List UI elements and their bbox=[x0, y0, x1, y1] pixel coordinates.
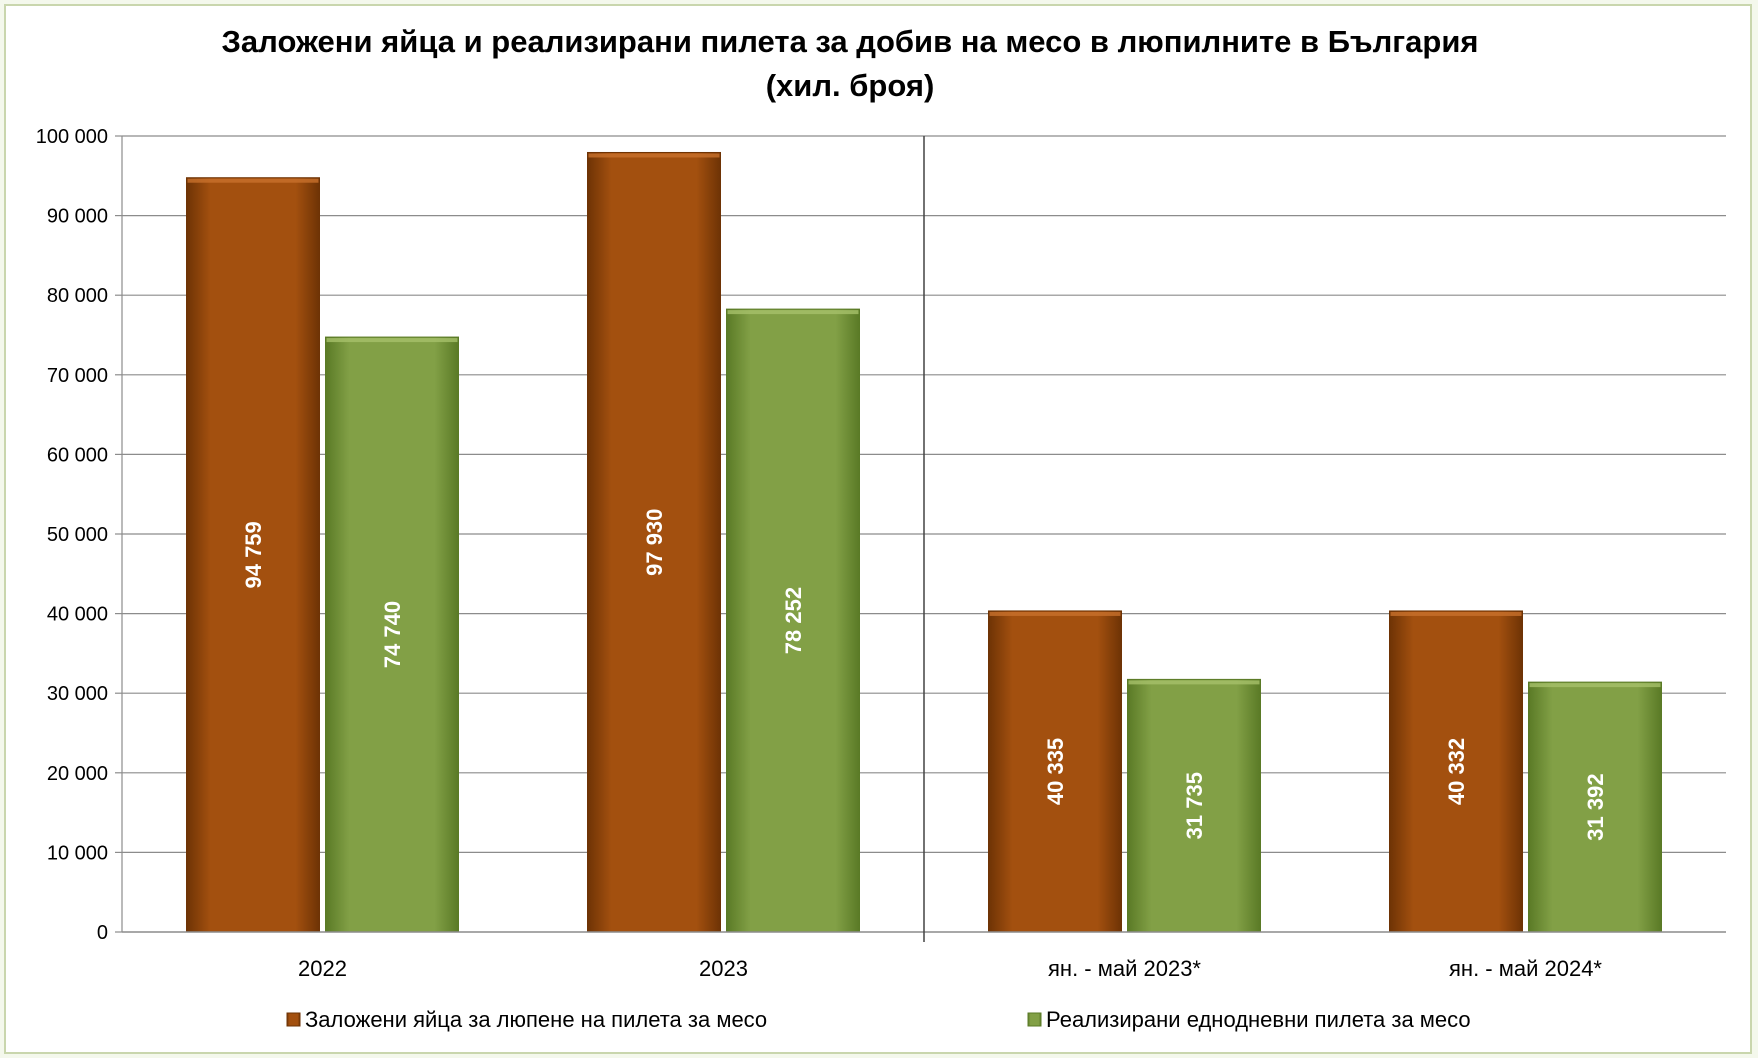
bar-highlight bbox=[187, 178, 319, 183]
data-label: 31 735 bbox=[1182, 772, 1207, 839]
bar-chicks bbox=[1127, 678, 1261, 933]
legend-label-chicks: Реализирани еднодневни пилета за месо bbox=[1046, 1007, 1471, 1032]
y-tick-label: 50 000 bbox=[47, 524, 108, 546]
data-label: 78 252 bbox=[781, 587, 806, 654]
chart: Заложени яйца и реализирани пилета за до… bbox=[36, 24, 1726, 1032]
chart-frame: Заложени яйца и реализирани пилета за до… bbox=[4, 4, 1752, 1054]
x-category-label: ян. - май 2024* bbox=[1449, 956, 1602, 981]
data-label: 31 392 bbox=[1583, 773, 1608, 840]
y-tick-label: 80 000 bbox=[47, 285, 108, 307]
bar-eggs bbox=[1389, 610, 1523, 933]
y-tick-label: 20 000 bbox=[47, 763, 108, 785]
legend-swatch-chicks bbox=[1027, 1012, 1042, 1027]
legend-label-eggs: Заложени яйца за люпене на пилета за мес… bbox=[305, 1007, 767, 1032]
data-label: 94 759 bbox=[241, 521, 266, 588]
legend-item-chicks: Реализирани еднодневни пилета за месо bbox=[1027, 1007, 1471, 1032]
bar-chicks bbox=[726, 308, 860, 933]
bar-chicks bbox=[325, 336, 459, 933]
y-tick-label: 30 000 bbox=[47, 683, 108, 705]
y-tick-label: 90 000 bbox=[47, 206, 108, 228]
data-label: 40 332 bbox=[1444, 738, 1469, 805]
y-tick-label: 70 000 bbox=[47, 365, 108, 387]
bar-eggs bbox=[186, 177, 320, 933]
legend-item-eggs: Заложени яйца за люпене на пилета за мес… bbox=[286, 1007, 767, 1032]
x-category-label: 2022 bbox=[298, 956, 347, 981]
legend: Заложени яйца за люпене на пилета за мес… bbox=[286, 1007, 1471, 1032]
y-tick-label: 100 000 bbox=[36, 126, 108, 148]
bar-highlight bbox=[989, 611, 1121, 616]
bar-eggs bbox=[988, 610, 1122, 933]
bar-highlight bbox=[727, 310, 859, 315]
y-tick-label: 10 000 bbox=[47, 842, 108, 864]
bar-highlight bbox=[588, 153, 720, 158]
y-tick-label: 0 bbox=[97, 922, 108, 944]
bar-highlight bbox=[1128, 680, 1260, 685]
chart-title: Заложени яйца и реализирани пилета за до… bbox=[222, 24, 1479, 59]
chart-subtitle: (хил. броя) bbox=[766, 68, 935, 103]
data-label: 97 930 bbox=[642, 509, 667, 576]
x-category-label: ян. - май 2023* bbox=[1048, 956, 1201, 981]
y-tick-label: 40 000 bbox=[47, 604, 108, 626]
axes: 0 10 000 20 000 30 000 40 000 50 000 60 000 70 … bbox=[36, 126, 1726, 981]
bar-highlight bbox=[326, 338, 458, 343]
data-label: 40 335 bbox=[1043, 738, 1068, 805]
bar-eggs bbox=[587, 151, 721, 933]
y-tick-label: 60 000 bbox=[47, 444, 108, 466]
data-labels: 94 759 74 740 97 930 78 252 40 335 31 735 40 3… bbox=[241, 509, 1608, 841]
bar-highlight bbox=[1390, 611, 1522, 616]
data-label: 74 740 bbox=[380, 601, 405, 668]
bars bbox=[186, 151, 1662, 933]
x-category-label: 2023 bbox=[699, 956, 748, 981]
bar-highlight bbox=[1529, 683, 1661, 688]
legend-swatch-eggs bbox=[286, 1012, 301, 1027]
